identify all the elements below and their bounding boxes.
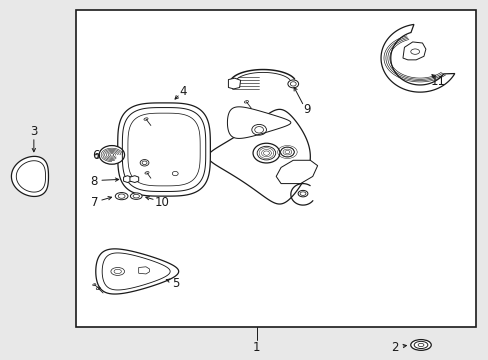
Text: 10: 10 <box>155 196 170 209</box>
Text: 2: 2 <box>390 341 398 354</box>
Text: 3: 3 <box>30 125 38 138</box>
Ellipse shape <box>298 190 307 197</box>
Polygon shape <box>227 107 290 138</box>
Bar <box>76 10 475 327</box>
Polygon shape <box>118 103 210 196</box>
Ellipse shape <box>115 193 128 200</box>
Polygon shape <box>11 156 48 197</box>
Ellipse shape <box>410 339 430 350</box>
Polygon shape <box>96 249 178 294</box>
Polygon shape <box>276 160 317 184</box>
Polygon shape <box>123 176 131 183</box>
Text: 8: 8 <box>90 175 98 188</box>
Ellipse shape <box>99 145 124 164</box>
Polygon shape <box>228 78 240 89</box>
Ellipse shape <box>130 193 142 199</box>
Ellipse shape <box>287 80 298 88</box>
Text: 6: 6 <box>92 149 100 162</box>
Text: 7: 7 <box>90 196 98 209</box>
Polygon shape <box>207 109 310 204</box>
Text: 1: 1 <box>252 341 260 354</box>
Text: 11: 11 <box>430 75 445 88</box>
Text: 9: 9 <box>303 103 310 116</box>
Polygon shape <box>130 176 139 183</box>
Text: 5: 5 <box>172 277 180 290</box>
Polygon shape <box>380 24 454 92</box>
Text: 4: 4 <box>180 85 187 98</box>
